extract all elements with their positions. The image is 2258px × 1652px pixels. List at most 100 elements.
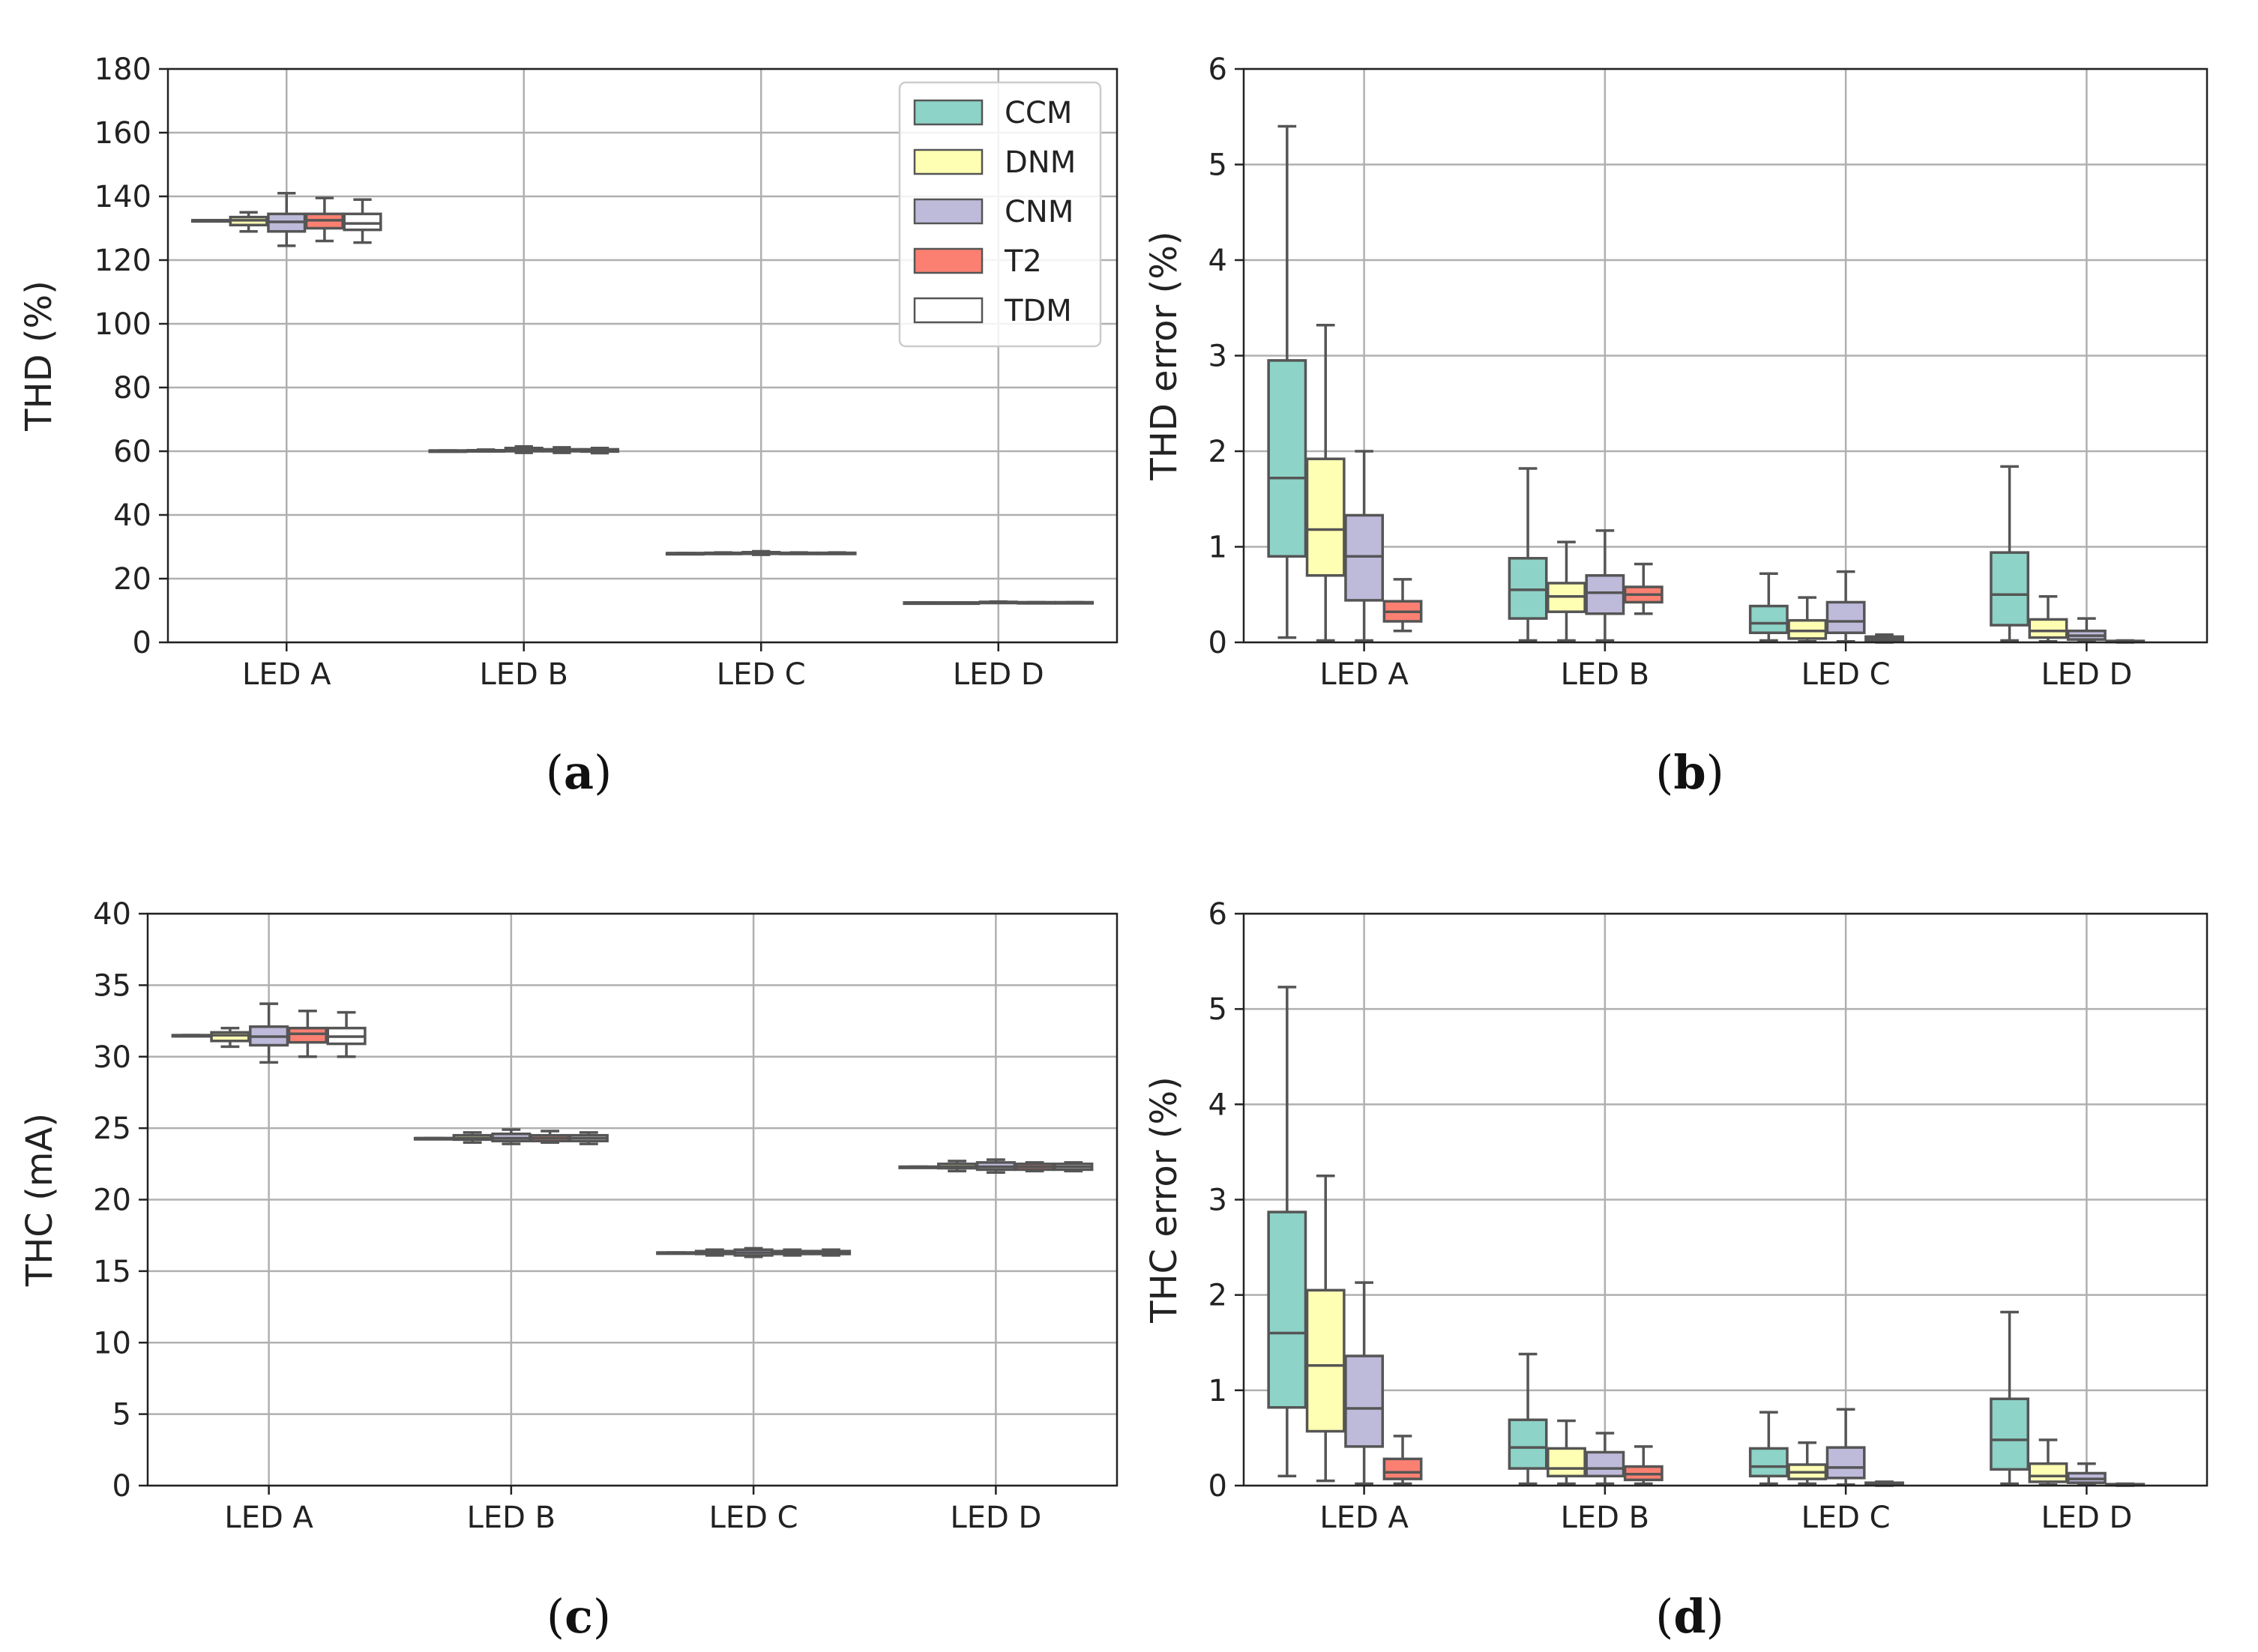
boxplot-t2 — [530, 1130, 570, 1144]
boxplot-tdm — [817, 551, 857, 555]
boxplot-t2 — [1864, 633, 1904, 644]
boxplot-dnm — [1305, 1174, 1346, 1483]
boxplot-cnm — [491, 1128, 532, 1145]
boxplot-cnm — [978, 600, 1018, 605]
panel-b-chart: 0 1 2 3 4 5 6 LED A LED B LED C LED D THD error (%) — [1143, 52, 2209, 692]
boxplot-cnm — [267, 192, 307, 247]
boxplot-t2 — [1382, 578, 1423, 633]
box-iqr — [1748, 1447, 1789, 1478]
box-iqr — [1990, 551, 2029, 627]
boxplot-dnm — [2028, 595, 2068, 643]
panel-label-d: (d) — [1655, 1589, 1724, 1644]
panel-label-a: (a) — [546, 745, 612, 800]
box-iqr — [1547, 1447, 1586, 1478]
box-iqr — [1748, 604, 1789, 634]
ytick-label: 2 — [1208, 1279, 1227, 1313]
boxplot-dnm — [1787, 596, 1828, 643]
boxplot-t2 — [772, 1248, 813, 1257]
boxplot-dnm — [229, 211, 268, 233]
box-iqr — [2028, 618, 2068, 639]
boxplot-dnm — [1547, 540, 1586, 642]
boxplot-tdm — [579, 447, 620, 455]
boxplot-t2 — [1382, 1435, 1423, 1486]
boxplot-ccm — [428, 449, 468, 453]
xtick-label: LED A — [1319, 1501, 1409, 1535]
legend-swatch-ccm — [913, 99, 984, 126]
y-axis-label: THC (mA) — [19, 1113, 61, 1287]
boxplot-cnm — [2066, 617, 2107, 643]
boxplot-dnm — [466, 448, 506, 453]
ytick-label: 15 — [93, 1255, 131, 1289]
axes-frame — [146, 912, 1119, 1487]
boxplot-tdm — [326, 1010, 367, 1058]
legend-label-tdm: TDM — [1004, 294, 1072, 328]
box-iqr — [1382, 1457, 1423, 1480]
boxplot-ccm — [413, 1136, 454, 1141]
boxplot-ccm — [1267, 124, 1307, 639]
panel-label-b: (b) — [1655, 745, 1724, 800]
legend-swatch-dnm — [913, 148, 984, 175]
boxplot-dnm — [703, 551, 743, 555]
ytick-label: 100 — [94, 307, 151, 342]
box-iqr — [1585, 1450, 1625, 1478]
ytick-label: 0 — [1208, 626, 1227, 660]
ytick-label: 0 — [112, 1469, 131, 1504]
boxplot-cnm — [249, 1002, 289, 1064]
box-iqr — [1508, 557, 1548, 620]
xtick-label: LED B — [467, 1501, 556, 1535]
panel-d-chart: 0 1 2 3 4 5 6 LED A LED B LED C LED D THC error (%) — [1143, 897, 2209, 1535]
boxplot-cnm — [741, 549, 781, 556]
ytick-label: 20 — [93, 1184, 131, 1218]
ytick-label: 5 — [1208, 992, 1227, 1027]
xtick-label: LED D — [950, 1501, 1041, 1535]
xtick-label: LED B — [479, 657, 568, 692]
boxplot-cnm — [1825, 1408, 1866, 1486]
boxplot-cnm — [1344, 1281, 1385, 1486]
box-iqr — [1825, 600, 1866, 635]
ytick-label: 2 — [1208, 435, 1227, 469]
box-iqr — [1344, 513, 1385, 602]
xtick-label: LED C — [709, 1501, 798, 1535]
box-iqr — [2028, 1462, 2068, 1483]
ytick-label: 35 — [93, 968, 131, 1003]
boxplot-cnm — [1344, 450, 1385, 642]
boxplot-tdm — [568, 1131, 609, 1145]
boxplot-dnm — [937, 1160, 978, 1173]
legend-swatch-t2 — [913, 247, 984, 274]
boxplot-ccm — [898, 1165, 939, 1169]
ytick-label: 120 — [94, 244, 151, 278]
boxplot-t2 — [1017, 600, 1056, 605]
boxplot-cnm — [1825, 570, 1866, 643]
boxplot-t2 — [287, 1009, 328, 1058]
boxplot-tdm — [1054, 600, 1095, 605]
ytick-label: 0 — [1208, 1469, 1227, 1504]
boxplot-dnm — [2028, 1438, 2068, 1486]
ytick-label: 6 — [1208, 52, 1227, 87]
ytick-label: 3 — [1208, 340, 1227, 374]
box-iqr — [343, 212, 382, 232]
box-iqr — [287, 1026, 328, 1044]
box-iqr — [1585, 574, 1625, 615]
box-iqr — [1267, 359, 1307, 558]
ytick-label: 30 — [93, 1040, 131, 1075]
boxplot-ccm — [903, 601, 942, 606]
box-iqr — [1508, 1418, 1548, 1470]
boxplot-t2 — [1623, 562, 1664, 615]
legend-label-dnm: DNM — [1005, 145, 1076, 180]
boxplot-ccm — [190, 219, 231, 223]
box-iqr — [1990, 1397, 2029, 1471]
ytick-label: 60 — [113, 435, 151, 469]
ytick-label: 40 — [113, 498, 151, 533]
boxplot-cnm — [1585, 1432, 1625, 1486]
y-axis-label: THC error (%) — [1143, 1076, 1185, 1324]
box-iqr — [1305, 1288, 1346, 1433]
legend-label-cnm: CNM — [1005, 195, 1074, 229]
boxplot-t2 — [1014, 1161, 1055, 1173]
xtick-label: LED D — [2041, 1501, 2132, 1535]
xtick-label: LED B — [1561, 657, 1650, 692]
boxplot-dnm — [1787, 1441, 1828, 1486]
ytick-label: 1 — [1208, 1374, 1227, 1408]
ytick-label: 5 — [1208, 148, 1227, 183]
xtick-label: LED C — [1801, 657, 1891, 692]
